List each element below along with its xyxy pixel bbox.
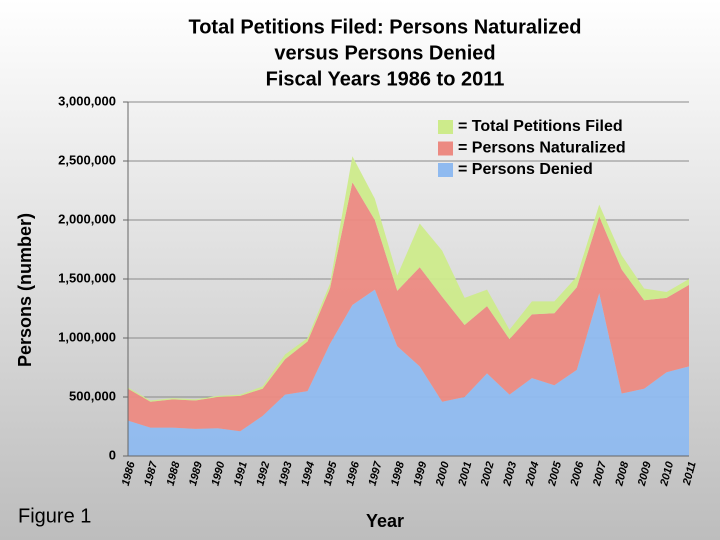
y-tick-label: 0 <box>109 447 116 462</box>
y-axis-label: Persons (number) <box>15 213 35 367</box>
caption: Figure 1 <box>18 505 91 527</box>
legend-swatch <box>438 163 453 177</box>
y-tick-label: 1,500,000 <box>58 270 116 285</box>
legend-label: = Persons Denied <box>458 161 593 178</box>
y-tick-label: 1,000,000 <box>58 329 116 344</box>
legend-label: = Total Petitions Filed <box>458 118 623 135</box>
y-tick-label: 500,000 <box>69 388 116 403</box>
area <box>128 182 689 432</box>
y-tick-label: 2,500,000 <box>58 152 116 167</box>
legend-swatch <box>438 141 453 156</box>
chart-title: versus Persons Denied <box>274 42 495 64</box>
y-tick-label: 2,000,000 <box>58 211 116 226</box>
area <box>128 156 689 402</box>
legend-label: = Persons Naturalized <box>458 140 626 157</box>
legend-swatch <box>438 120 453 134</box>
y-tick-label: 3,000,000 <box>58 93 116 108</box>
x-axis-label: Year <box>366 511 404 531</box>
chart-title: Fiscal Years 1986 to 2011 <box>266 68 505 90</box>
chart-title: Total Petitions Filed: Persons Naturaliz… <box>188 16 581 38</box>
area <box>128 289 689 456</box>
